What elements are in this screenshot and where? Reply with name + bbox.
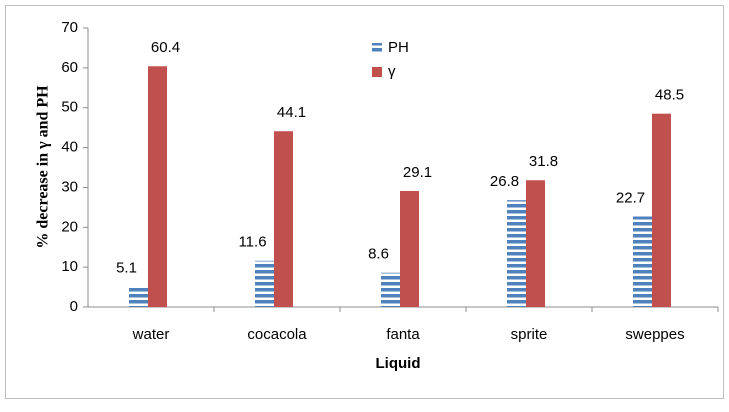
bar — [381, 272, 400, 307]
x-axis-title: Liquid — [376, 355, 421, 372]
bar — [148, 66, 167, 308]
y-tick-label: 20 — [61, 218, 78, 235]
y-tick-label: 10 — [61, 258, 78, 275]
bar — [274, 131, 293, 307]
bar — [526, 180, 545, 307]
bar — [400, 191, 419, 307]
bar — [129, 286, 148, 307]
legend-swatch — [372, 43, 382, 53]
bar — [652, 113, 671, 307]
x-tick-label: water — [132, 326, 170, 343]
bar — [507, 200, 526, 307]
legend-label: PH — [388, 39, 409, 56]
x-tick-label: cocacola — [247, 326, 307, 343]
y-tick-label: 50 — [61, 99, 78, 116]
x-tick-label: sweppes — [625, 326, 684, 343]
legend-label: γ — [388, 63, 396, 80]
y-tick-label: 0 — [70, 298, 78, 315]
data-label: 22.7 — [616, 189, 645, 206]
y-tick-label: 70 — [61, 19, 78, 36]
bar — [633, 216, 652, 307]
data-label: 29.1 — [403, 164, 432, 181]
data-label: 8.6 — [368, 246, 389, 263]
x-tick-label: sprite — [511, 326, 548, 343]
data-label: 5.1 — [116, 260, 137, 277]
data-label: 48.5 — [655, 87, 684, 104]
data-label: 44.1 — [277, 104, 306, 121]
data-label: 60.4 — [151, 39, 180, 56]
bar — [255, 260, 274, 307]
data-label: 31.8 — [529, 153, 558, 170]
y-axis-title: % decrease in γ and PH — [35, 85, 52, 249]
y-tick-label: 30 — [61, 178, 78, 195]
data-label: 26.8 — [490, 173, 519, 190]
data-label: 11.6 — [238, 234, 266, 251]
chart-border — [5, 5, 724, 399]
y-tick-label: 60 — [61, 59, 78, 76]
x-tick-label: fanta — [386, 326, 420, 343]
y-tick-label: 40 — [61, 139, 78, 156]
legend-swatch — [372, 67, 382, 77]
